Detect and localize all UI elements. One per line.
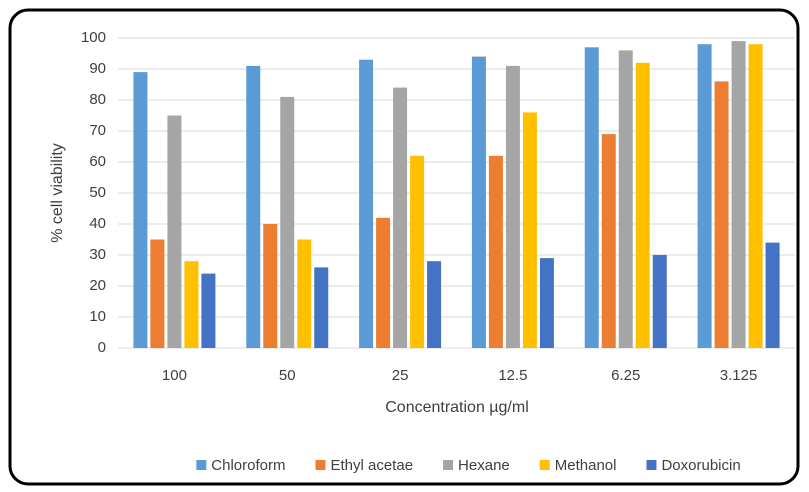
bar bbox=[263, 224, 278, 348]
bar bbox=[297, 239, 312, 348]
legend-swatch bbox=[539, 460, 550, 470]
legend-swatch bbox=[196, 460, 207, 470]
bar bbox=[584, 47, 599, 349]
bar bbox=[505, 65, 520, 349]
bar bbox=[601, 134, 616, 348]
bar bbox=[697, 44, 712, 348]
legend-label: Chloroform bbox=[211, 457, 285, 474]
bar bbox=[246, 65, 261, 349]
legend-label: Doxorubicin bbox=[661, 457, 740, 474]
bar bbox=[314, 267, 329, 348]
bar bbox=[184, 261, 199, 348]
bar bbox=[393, 87, 408, 348]
bar bbox=[522, 112, 537, 349]
x-tick-label: 6.25 bbox=[611, 367, 640, 384]
x-tick-label: 25 bbox=[392, 367, 409, 384]
x-tick-label: 50 bbox=[279, 367, 296, 384]
bar bbox=[618, 50, 633, 349]
y-tick-label: 80 bbox=[89, 91, 106, 108]
bar bbox=[714, 81, 729, 349]
bar bbox=[488, 155, 503, 348]
y-tick-label: 30 bbox=[89, 246, 106, 263]
bar bbox=[427, 261, 442, 348]
legend-swatch bbox=[443, 460, 454, 470]
x-tick-label: 100 bbox=[162, 367, 187, 384]
legend-swatch bbox=[315, 460, 326, 470]
y-tick-label: 100 bbox=[81, 29, 106, 46]
y-tick-label: 0 bbox=[98, 339, 106, 356]
x-axis-label: Concentration µg/ml bbox=[385, 399, 529, 416]
y-tick-label: 40 bbox=[89, 215, 106, 232]
bar bbox=[201, 273, 216, 348]
y-tick-label: 60 bbox=[89, 153, 106, 170]
legend-label: Hexane bbox=[458, 457, 510, 474]
bar bbox=[765, 242, 780, 348]
bar bbox=[150, 239, 165, 348]
bar bbox=[410, 155, 425, 348]
bar bbox=[748, 44, 763, 348]
bar bbox=[539, 258, 554, 348]
legend-label: Methanol bbox=[555, 457, 617, 474]
y-tick-label: 50 bbox=[89, 184, 106, 201]
y-tick-label: 70 bbox=[89, 122, 106, 139]
bar bbox=[133, 72, 148, 348]
y-tick-label: 90 bbox=[89, 60, 106, 77]
bar bbox=[731, 41, 746, 348]
y-tick-label: 10 bbox=[89, 308, 106, 325]
y-axis-label: % cell viability bbox=[49, 143, 66, 243]
legend-label: Ethyl acetae bbox=[330, 457, 413, 474]
x-tick-label: 12.5 bbox=[498, 367, 527, 384]
bar bbox=[376, 217, 391, 348]
bar bbox=[280, 96, 295, 349]
bar bbox=[471, 56, 486, 348]
bar bbox=[635, 62, 650, 349]
bar bbox=[167, 115, 182, 348]
bar bbox=[359, 59, 374, 348]
x-tick-label: 3.125 bbox=[720, 367, 758, 384]
legend-swatch bbox=[646, 460, 657, 470]
bar bbox=[652, 255, 667, 348]
y-tick-label: 20 bbox=[89, 277, 106, 294]
